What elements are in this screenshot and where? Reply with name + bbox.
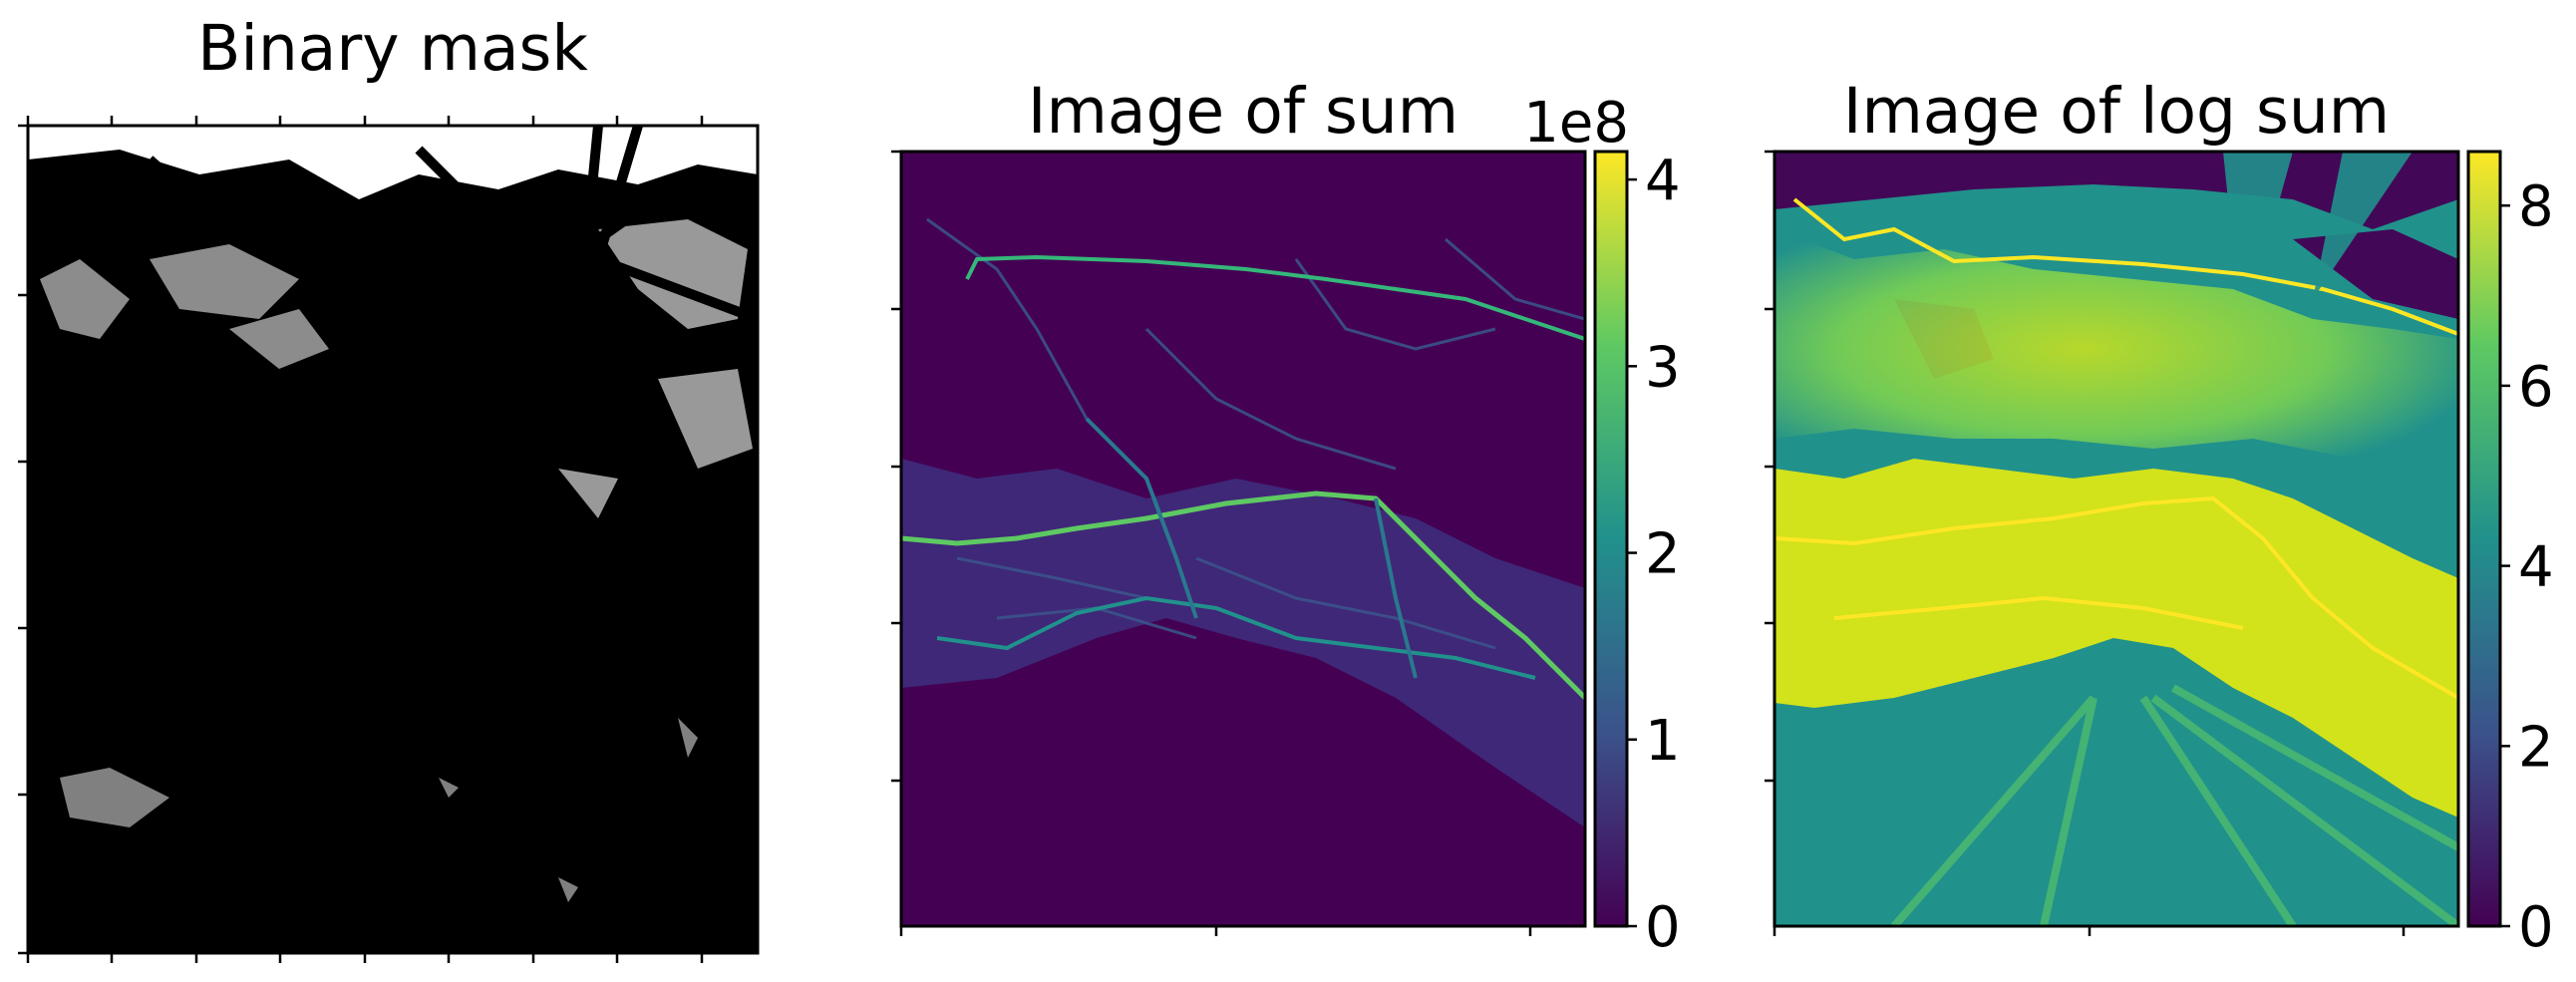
colorbar-tick-label: 2 — [1645, 522, 1681, 587]
mask-white-region-top — [28, 126, 758, 199]
colorbar-sum-ticks: 0 1 2 3 4 — [1627, 149, 1681, 960]
colorbar-tick-label: 8 — [2518, 174, 2554, 239]
panel-3-ticks — [1765, 150, 2406, 936]
sum-highway-top — [965, 254, 1585, 341]
log-sum-land-bright — [1774, 459, 2458, 818]
sum-highway-coast — [936, 595, 1536, 680]
log-sum-shipping-lanes — [1890, 684, 2458, 926]
colorbar-tick-label: 0 — [1645, 895, 1681, 960]
colorbar-tick-label: 4 — [2518, 535, 2554, 600]
sum-image — [901, 152, 1585, 926]
mask-tree-lines — [146, 126, 758, 330]
sum-highway-branch — [1085, 417, 1418, 679]
colorbar-tick-label: 0 — [2518, 895, 2554, 960]
colorbar-sum-gradient — [1595, 152, 1627, 926]
colorbar-tick-label: 1 — [1645, 709, 1681, 774]
sum-highway-main — [901, 491, 1585, 700]
colorbar-tick-label: 2 — [2518, 715, 2554, 780]
panel-2-title: Image of sum — [1028, 75, 1458, 148]
colorbar-tick-label: 6 — [2518, 355, 2554, 420]
sum-roads-faint — [926, 217, 1585, 650]
log-sum-bright-roads — [1774, 197, 2458, 700]
panel-image-of-sum: Image of sum 1e8 0 1 2 3 4 — [891, 75, 1681, 960]
log-sum-upper-land — [1774, 229, 2458, 469]
log-sum-image — [1774, 152, 2458, 926]
panel-1-ticks — [18, 116, 704, 963]
sum-land-texture — [901, 459, 1585, 827]
panel-3-title: Image of log sum — [1843, 75, 2390, 148]
colorbar-log-sum-ticks: 0 2 4 6 8 — [2500, 174, 2554, 960]
mask-white-patches-left — [40, 244, 329, 369]
panel-image-of-log-sum: Image of log sum 0 2 4 6 8 — [1765, 75, 2554, 960]
log-sum-plume — [2223, 152, 2413, 299]
colorbar-log-sum-gradient — [2468, 152, 2500, 926]
colorbar-log-sum: 0 2 4 6 8 — [2466, 150, 2554, 960]
colorbar-tick-label: 3 — [1645, 335, 1681, 400]
colorbar-sum-scale-label: 1e8 — [1523, 91, 1629, 156]
panel-2-ticks — [891, 150, 1532, 936]
panel-binary-mask: Binary mask — [18, 12, 760, 963]
panel-1-title: Binary mask — [197, 12, 588, 85]
colorbar-sum: 1e8 0 1 2 3 4 — [1523, 91, 1680, 960]
binary-mask-image — [28, 126, 758, 953]
colorbar-tick-label: 4 — [1645, 149, 1681, 213]
